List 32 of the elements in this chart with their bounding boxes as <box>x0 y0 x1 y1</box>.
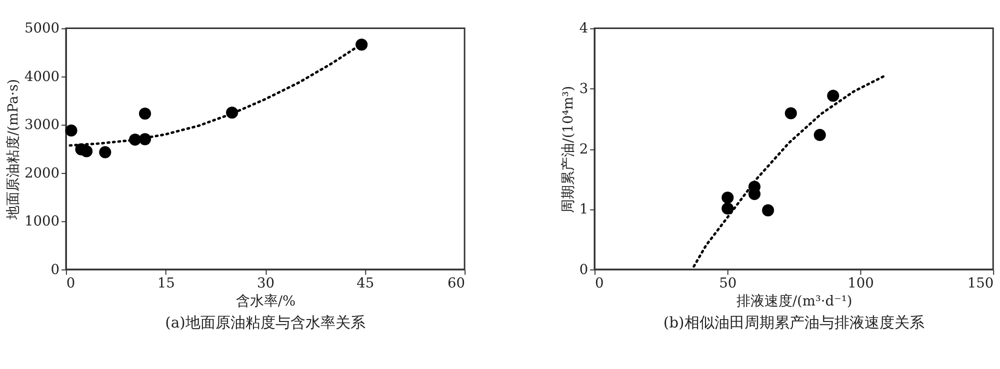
x-tick-label: 50 <box>719 276 737 292</box>
x-tick-label: 45 <box>356 276 374 292</box>
y-tick-label: 4 <box>579 20 588 37</box>
y-tick-label: 5000 <box>24 20 60 37</box>
y-tick-label: 3000 <box>24 117 60 134</box>
x-axis-title: 排液速度/(m³·d⁻¹) <box>736 293 852 310</box>
point <box>65 124 78 137</box>
y-tick-label: 2 <box>579 141 588 158</box>
x-tick-label: 30 <box>256 276 275 292</box>
line-series <box>692 75 885 268</box>
x-tick-label: 15 <box>157 276 175 292</box>
point <box>356 38 368 51</box>
point <box>80 145 93 158</box>
x-tick-label: 0 <box>594 276 604 292</box>
y-tick-label: 1 <box>579 202 588 218</box>
y-axis-title: 周期累产油/(10⁴m³) <box>560 86 576 213</box>
y-tick-label: 4000 <box>24 68 60 85</box>
y-axis-title: 地面原油粘度/(mPa·s) <box>6 78 22 221</box>
y-tick-label: 0 <box>579 262 588 278</box>
point <box>138 108 152 120</box>
y-tick-label: 3 <box>579 80 588 97</box>
x-tick-label: 150 <box>967 276 994 292</box>
y-tick-label: 1000 <box>24 214 60 230</box>
point <box>99 146 112 158</box>
x-tick-label: 0 <box>66 276 76 292</box>
x-axis-title: 含水率/% <box>236 293 296 310</box>
text: (b)相似油田周期累产油与排液速度关系 <box>663 314 924 332</box>
y-tick-label: 0 <box>50 262 60 278</box>
x-tick-label: 100 <box>848 276 874 292</box>
text: (a)地面原油粘度与含水率关系 <box>165 314 366 332</box>
y-tick-label: 2000 <box>24 165 60 182</box>
x-tick-label: 60 <box>448 276 466 292</box>
